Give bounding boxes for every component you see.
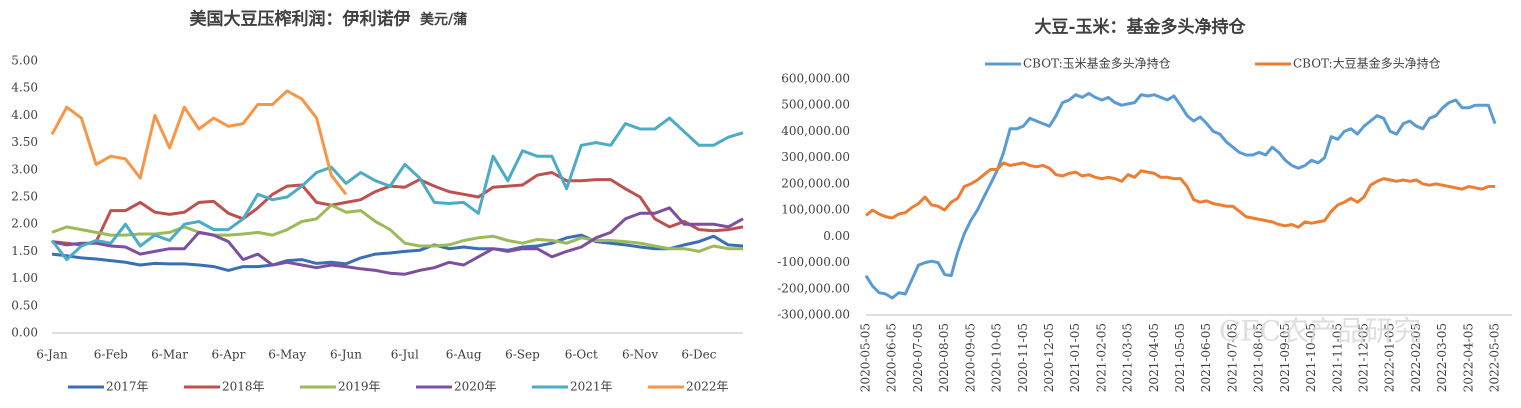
series-line (864, 91, 1497, 300)
y-tick-label: 100,000.00 (781, 203, 850, 217)
x-tick-label: 2020-12-05 (1042, 323, 1056, 392)
y-tick-label: 300,000.00 (781, 150, 850, 164)
y-tick-label: 3.50 (11, 135, 38, 149)
x-tick-label: 2021-04-05 (1147, 323, 1161, 392)
legend-label: CBOT:玉米基金多头净持仓 (1023, 56, 1171, 71)
legend-label: 2018年 (222, 380, 265, 394)
x-tick-label: 2021-09-05 (1278, 323, 1292, 392)
y-tick-label: 1.50 (11, 244, 38, 258)
y-tick-label: 200,000.00 (781, 176, 850, 190)
x-tick-label: 6-Nov (622, 348, 658, 362)
y-tick-label: -100,000.00 (777, 255, 850, 269)
x-tick-label: 6-Apr (212, 348, 246, 362)
series-line (51, 206, 744, 276)
x-tick-label: 2021-07-05 (1225, 323, 1239, 392)
y-tick-label: 0.00 (823, 229, 850, 243)
x-tick-label: 2021-06-05 (1199, 323, 1213, 392)
x-tick-label: 2021-03-05 (1121, 323, 1135, 392)
legend-label: 2022年 (686, 380, 729, 394)
chart-unit: 美元/蒲 (420, 11, 467, 28)
series-line (51, 233, 744, 272)
x-tick-label: 2021-10-05 (1304, 323, 1318, 392)
legend-label: 2019年 (338, 380, 381, 394)
y-tick-label: 600,000.00 (781, 72, 850, 86)
legend-label: 2020年 (454, 380, 497, 394)
x-tick-label: 2020-09-05 (963, 323, 977, 392)
x-tick-label: 2021-08-05 (1252, 323, 1266, 392)
y-tick-label: -200,000.00 (777, 281, 850, 295)
legend-label: 2021年 (570, 380, 613, 394)
x-tick-label: 2021-11-05 (1330, 323, 1344, 392)
y-tick-label: 500,000.00 (781, 98, 850, 112)
x-tick-label: 2021-05-05 (1173, 323, 1187, 392)
y-tick-label: 4.50 (11, 81, 38, 95)
y-tick-label: 400,000.00 (781, 124, 850, 138)
x-tick-label: 2020-10-05 (990, 323, 1004, 392)
x-tick-label: 6-Jan (36, 348, 68, 362)
x-tick-label: 2022-02-05 (1409, 323, 1423, 392)
x-tick-label: 2021-12-05 (1356, 323, 1370, 392)
y-tick-label: 1.00 (11, 271, 38, 285)
y-tick-label: 0.50 (11, 298, 38, 312)
y-tick-label: 2.00 (11, 217, 38, 231)
y-tick-label: 5.00 (11, 54, 38, 68)
y-tick-label: 4.00 (11, 108, 38, 122)
x-tick-label: 2020-05-05 (859, 323, 873, 392)
x-tick-label: 2020-11-05 (1016, 323, 1030, 392)
x-tick-label: 2020-07-05 (911, 323, 925, 392)
y-tick-label: 3.00 (11, 162, 38, 176)
watermark: CFC农产品研究 (1219, 315, 1421, 348)
series-line (50, 89, 348, 196)
series-line (50, 116, 744, 262)
x-tick-label: 6-Sep (505, 348, 540, 362)
series-line (51, 171, 744, 247)
y-tick-label: 0.00 (11, 326, 38, 340)
x-tick-label: 6-Mar (151, 348, 188, 362)
legend-label: CBOT:大豆基金多头净持仓 (1293, 56, 1441, 71)
x-tick-label: 2020-08-05 (937, 323, 951, 392)
x-tick-label: 2020-06-05 (885, 323, 899, 392)
series-line (865, 161, 1495, 229)
chart-title: 美国大豆压榨利润：伊利诺伊 (190, 9, 411, 30)
x-tick-label: 2022-03-05 (1435, 323, 1449, 392)
x-tick-label: 2022-04-05 (1461, 323, 1475, 392)
x-tick-label: 2021-01-05 (1068, 323, 1082, 392)
x-tick-label: 6-Feb (94, 348, 128, 362)
x-tick-label: 6-Jul (391, 348, 419, 362)
x-tick-label: 2021-02-05 (1094, 323, 1108, 392)
x-tick-label: 6-Dec (681, 348, 716, 362)
x-tick-label: 6-May (268, 348, 306, 362)
y-tick-label: 2.50 (11, 190, 38, 204)
x-tick-label: 2022-01-05 (1383, 323, 1397, 392)
legend-label: 2017年 (106, 380, 149, 394)
chart-title: 大豆-玉米：基金多头净持仓 (1034, 17, 1246, 38)
x-tick-label: 6-Oct (565, 348, 598, 362)
y-tick-label: -300,000.00 (777, 308, 850, 322)
series-line (51, 203, 743, 253)
x-tick-label: 2022-05-05 (1488, 323, 1502, 392)
x-tick-label: 6-Aug (446, 348, 482, 362)
x-tick-label: 6-Jun (330, 348, 362, 362)
